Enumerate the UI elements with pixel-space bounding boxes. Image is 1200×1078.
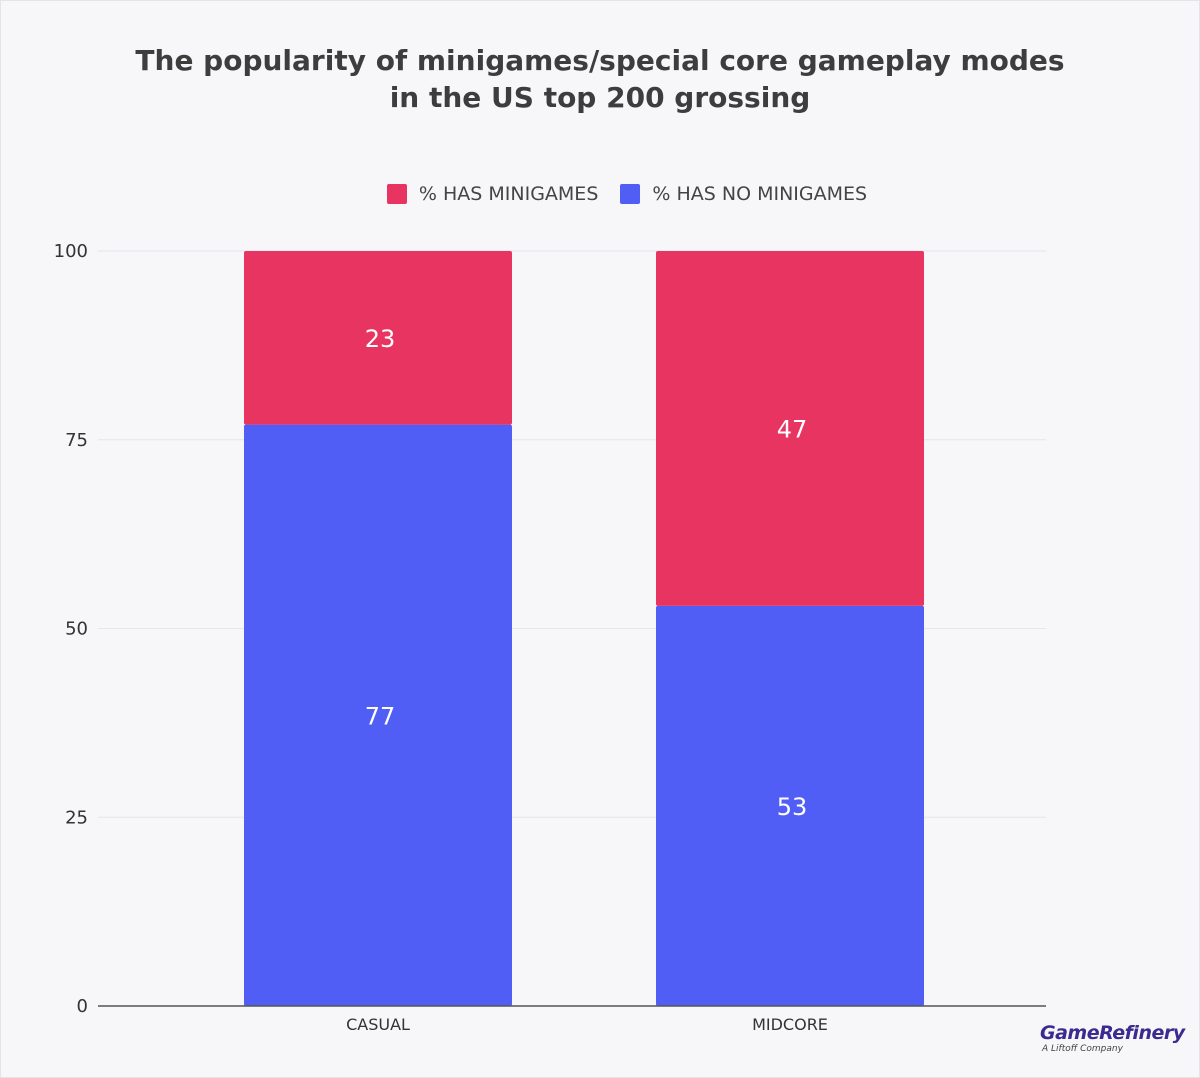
bar-midcore-has-no-minigames: [656, 605, 924, 1006]
chart-title: The popularity of minigames/special core…: [0, 42, 1200, 116]
x-tick-label-midcore: MIDCORE: [752, 1015, 828, 1034]
bar-casual-has-minigames: [244, 251, 512, 425]
data-label-casual-has-no-minigames: 77: [365, 702, 396, 730]
chart-title-line-1: The popularity of minigames/special core…: [135, 44, 1065, 77]
legend-swatch-has-no-minigames: [620, 184, 641, 204]
bar-casual-has-no-minigames: [244, 424, 512, 1006]
brand-tagline: A Liftoff Company: [1042, 1044, 1123, 1054]
brand-name: GameRefinery: [1040, 1022, 1185, 1044]
legend-item-has-minigames: % HAS MINIGAMES: [386, 183, 599, 205]
data-label-midcore-has-minigames: 47: [777, 415, 808, 443]
legend-label-has-no-minigames: % HAS NO MINIGAMES: [652, 183, 868, 205]
x-tick-label-casual: CASUAL: [346, 1015, 410, 1034]
chart-title-line-2: in the US top 200 grossing: [389, 81, 811, 114]
legend-swatch-has-minigames: [386, 184, 407, 204]
y-tick-label-75: 75: [65, 430, 88, 451]
y-tick-label-50: 50: [65, 619, 88, 640]
y-tick-label-25: 25: [65, 807, 88, 828]
bar-midcore-has-minigames: [656, 251, 924, 606]
data-label-casual-has-minigames: 23: [365, 325, 396, 353]
brand-logo: GameRefinery A Liftoff Company: [1040, 1022, 1185, 1055]
y-tick-label-100: 100: [54, 241, 88, 262]
legend-label-has-minigames: % HAS MINIGAMES: [418, 183, 599, 205]
chart-legend: % HAS MINIGAMES % HAS NO MINIGAMES: [0, 183, 1200, 205]
y-tick-label-0: 0: [77, 996, 88, 1017]
legend-item-has-no-minigames: % HAS NO MINIGAMES: [620, 183, 867, 205]
data-label-midcore-has-no-minigames: 53: [777, 793, 808, 821]
